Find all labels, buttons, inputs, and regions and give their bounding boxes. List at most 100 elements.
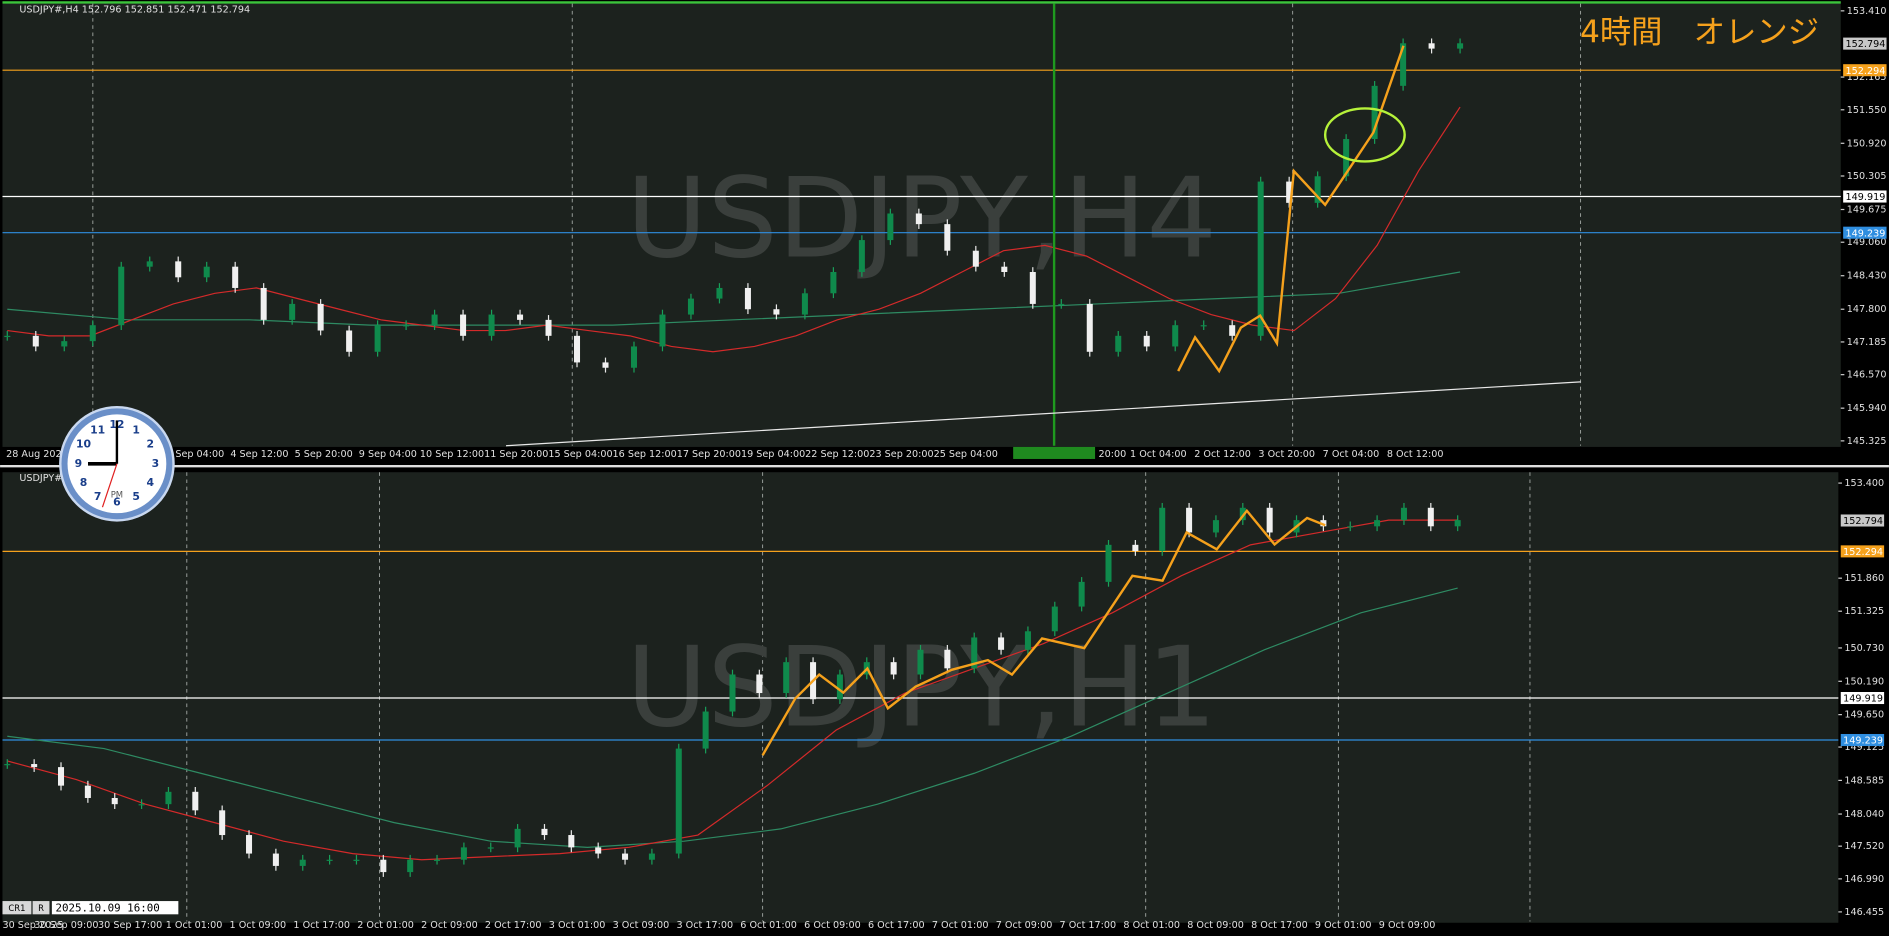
candle [1229, 325, 1236, 336]
candle [58, 767, 65, 786]
candle [118, 266, 125, 326]
price-label: 147.800 [1847, 304, 1887, 315]
price-level-box [1843, 64, 1887, 77]
time-label: 9 Sep 04:00 [359, 449, 417, 460]
price-label: 150.730 [1844, 643, 1884, 654]
clock-number: 9 [75, 457, 83, 470]
candle [971, 637, 978, 669]
candle [568, 835, 575, 848]
candle [514, 828, 521, 848]
candle [289, 303, 296, 320]
tab-label: CR1 [8, 903, 25, 913]
price-level-label: 149.919 [1846, 192, 1886, 203]
time-label: 4 Sep 12:00 [230, 449, 288, 460]
clock-number: 1 [132, 423, 140, 436]
time-label: 30 Sep 09:00 [34, 920, 98, 931]
candle [574, 335, 581, 363]
time-label: 9 Oct 09:00 [1379, 920, 1436, 931]
candle [1186, 507, 1193, 533]
candle [460, 847, 467, 860]
candle [541, 828, 548, 836]
moving-average [7, 106, 1461, 353]
time-label: 3 Oct 17:00 [676, 920, 733, 931]
candle [622, 853, 629, 860]
time-label: 7 Oct 17:00 [1060, 920, 1117, 931]
clock-number: 8 [80, 476, 88, 489]
candle [944, 649, 951, 669]
candle [1051, 606, 1058, 632]
candle [380, 859, 387, 873]
candle [1001, 266, 1008, 273]
time-box [51, 901, 179, 915]
price-label: 146.990 [1844, 874, 1884, 885]
candle [175, 261, 182, 278]
time-label: 2 Oct 17:00 [485, 920, 542, 931]
moving-average-long [7, 587, 1458, 848]
candle [111, 797, 118, 805]
candle [31, 764, 38, 768]
candle [1115, 335, 1122, 352]
candle [1029, 272, 1036, 304]
time-label: 3 Oct 01:00 [549, 920, 606, 931]
candle [915, 213, 922, 225]
price-label: 151.550 [1847, 105, 1887, 116]
price-label: 147.185 [1847, 337, 1887, 348]
candle [374, 325, 381, 352]
candle [32, 335, 39, 347]
time-label: 6 Oct 01:00 [740, 920, 797, 931]
price-label: 150.920 [1847, 138, 1887, 149]
candle [1058, 303, 1065, 306]
clock-number: 3 [152, 457, 160, 470]
time-label: 30 Sep 17:00 [98, 920, 162, 931]
time-label: 28 Aug 2025 [6, 449, 68, 460]
candle [1200, 325, 1207, 327]
tab [2, 901, 32, 915]
price-label: 149.060 [1847, 237, 1887, 248]
candle [232, 266, 239, 288]
price-level-label: 152.794 [1843, 516, 1883, 527]
price-label: 152.165 [1847, 72, 1887, 83]
tab [32, 901, 50, 915]
price-label: 149.675 [1847, 205, 1887, 216]
candle [346, 330, 353, 352]
candle [4, 764, 11, 766]
candle [146, 261, 153, 267]
clock-number: 4 [147, 476, 155, 489]
clock-number: 7 [94, 490, 102, 503]
time-label: 1 Oct 01:00 [166, 920, 223, 931]
price-level-box [1840, 691, 1885, 705]
candle [260, 287, 267, 320]
time-label: 6 Oct 09:00 [804, 920, 861, 931]
price-level-box [1843, 37, 1887, 50]
time-label: 10 Sep 12:00 [420, 449, 484, 460]
price-level-label: 152.294 [1843, 547, 1883, 558]
time-label: 8 Oct 12:00 [1387, 449, 1444, 460]
candle [460, 314, 467, 336]
price-level-label: 149.239 [1843, 736, 1883, 747]
price-label: 153.410 [1847, 6, 1887, 17]
clock-number: 5 [132, 490, 140, 503]
candle [299, 859, 306, 866]
candle [595, 847, 602, 854]
time-label: 1 Oct 17:00 [293, 920, 350, 931]
time-label: 2 Oct 09:00 [421, 920, 478, 931]
price-label: 151.325 [1844, 606, 1884, 617]
candle [1239, 507, 1246, 521]
candle [326, 859, 333, 861]
time-label: 8 Oct 01:00 [1123, 920, 1180, 931]
time-label: 1 Oct 09:00 [230, 920, 287, 931]
annotation: 4時間 オレンジ [1580, 15, 1819, 51]
candle [858, 240, 865, 273]
candle [138, 804, 145, 806]
candle [783, 662, 790, 694]
candle [1143, 335, 1150, 347]
price-label: 148.040 [1844, 809, 1884, 820]
candle [1400, 43, 1407, 86]
candle [887, 213, 894, 241]
time-label: 30 Sep 2025 [2, 920, 63, 931]
clock-number: 2 [147, 438, 155, 451]
tab-label: R [38, 903, 44, 913]
time-label: 22 Sep 12:00 [805, 449, 869, 460]
